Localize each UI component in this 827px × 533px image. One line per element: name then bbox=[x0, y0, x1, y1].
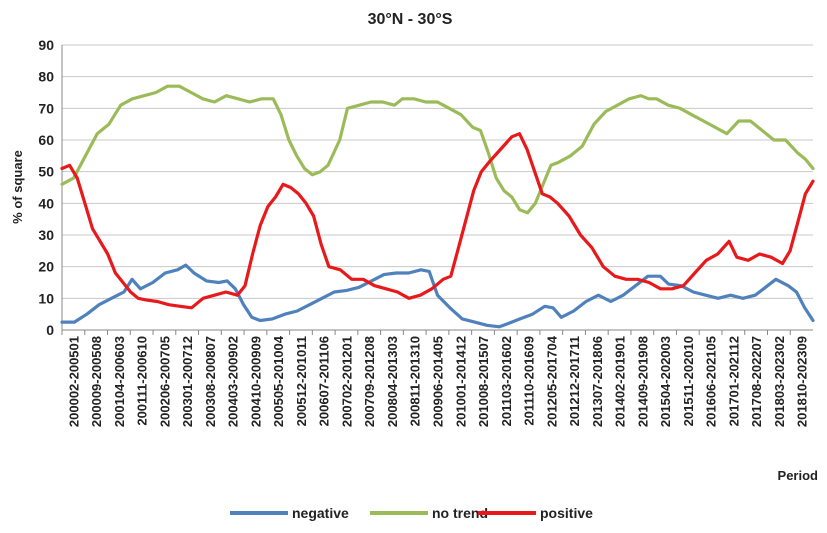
x-tick-label: 200804-201303 bbox=[385, 336, 400, 427]
x-tick-label: 200607-201106 bbox=[317, 336, 332, 426]
x-tick-label: 200104-200603 bbox=[112, 336, 127, 427]
x-tick-label: 201511-202010 bbox=[681, 336, 696, 426]
x-tick-label: 200512-201011 bbox=[294, 336, 309, 426]
x-tick-label: 201409-201908 bbox=[635, 336, 650, 427]
series-layer bbox=[60, 84, 815, 329]
x-tick-labels: 200002-200501 200009-200508 200104-200603 2… bbox=[61, 330, 810, 427]
x-tick-label: 201402-201901 bbox=[613, 336, 628, 427]
x-tick-label: 200111-200610 bbox=[135, 336, 150, 426]
x-tick-label: 200709-201208 bbox=[362, 336, 377, 427]
x-tick-label: 201803-202302 bbox=[772, 336, 787, 427]
x-tick-label: 201504-202003 bbox=[658, 336, 673, 427]
x-tick-label: 201110-201609 bbox=[522, 336, 537, 426]
x-tick-label: 201001-201412 bbox=[453, 336, 468, 427]
x-tick-label: 201810-202309 bbox=[795, 336, 810, 427]
x-tick-label: 200301-200712 bbox=[180, 336, 195, 427]
x-tick-label: 200702-201201 bbox=[339, 336, 354, 427]
x-tick-label: 201205-201704 bbox=[544, 335, 559, 427]
legend-label-no-trend: no trend bbox=[432, 505, 488, 521]
x-tick-label: 201103-201602 bbox=[499, 336, 514, 426]
y-tick-label: 0 bbox=[46, 322, 54, 338]
x-tick-label: 200505-201004 bbox=[271, 335, 286, 427]
x-tick-label: 201701-202112 bbox=[726, 336, 741, 426]
y-tick-label: 70 bbox=[38, 100, 54, 116]
y-tick-label: 20 bbox=[38, 259, 54, 275]
x-tick-label: 200410-200909 bbox=[248, 336, 263, 427]
legend-label-positive: positive bbox=[540, 505, 593, 521]
x-tick-label: 200002-200501 bbox=[66, 336, 81, 427]
y-tick-label: 60 bbox=[38, 132, 54, 148]
x-tick-label: 201307-201806 bbox=[590, 336, 605, 427]
legend-label-negative: negative bbox=[292, 505, 349, 521]
x-tick-label: 200403-200902 bbox=[226, 336, 241, 427]
y-tick-label: 40 bbox=[38, 195, 54, 211]
y-axis-label: % of square bbox=[10, 150, 25, 224]
x-tick-label: 201212-201711 bbox=[567, 336, 582, 426]
y-tick-label: 50 bbox=[38, 164, 54, 180]
x-tick-label: 200811-201310 bbox=[408, 336, 423, 426]
y-tick-labels: 0 10 20 30 40 50 60 70 80 90 bbox=[38, 37, 54, 338]
y-tick-label: 90 bbox=[38, 37, 54, 53]
x-tick-label: 200906-201405 bbox=[431, 336, 446, 427]
x-axis-label: Period bbox=[778, 468, 819, 483]
x-tick-label: 201606-202105 bbox=[704, 336, 719, 427]
x-tick-label: 200009-200508 bbox=[89, 336, 104, 427]
y-tick-label: 80 bbox=[38, 69, 54, 85]
y-tick-label: 30 bbox=[38, 227, 54, 243]
series-line-positive bbox=[60, 132, 815, 310]
legend: negative no trend positive bbox=[230, 505, 593, 521]
series-line-no-trend bbox=[60, 84, 815, 215]
chart-title: 30°N - 30°S bbox=[368, 11, 453, 28]
x-tick-label: 201008-201507 bbox=[476, 336, 491, 427]
series-line-negative bbox=[60, 263, 815, 329]
y-tick-label: 10 bbox=[38, 290, 54, 306]
x-tick-label: 200206-200705 bbox=[157, 336, 172, 427]
x-tick-label: 200308-200807 bbox=[203, 336, 218, 427]
x-tick-label: 201708-202207 bbox=[749, 336, 764, 427]
